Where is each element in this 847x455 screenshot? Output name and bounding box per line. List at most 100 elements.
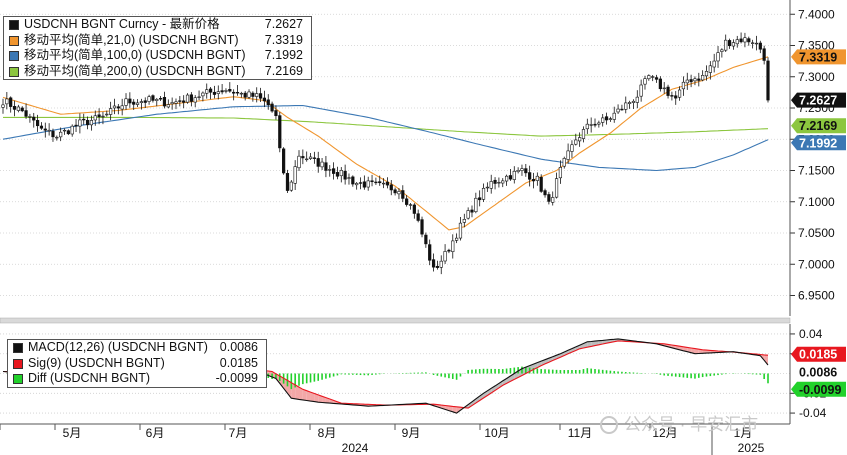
candle-body xyxy=(243,92,247,98)
candle-body xyxy=(420,219,424,235)
candle-body xyxy=(385,181,390,186)
candle-body xyxy=(662,87,666,90)
macd-signal-fill xyxy=(702,349,707,354)
candle-body xyxy=(743,37,747,43)
candle-body xyxy=(139,101,143,103)
tag-ma100: 7.1992 xyxy=(791,135,846,151)
candle-body xyxy=(747,38,751,43)
candle xyxy=(631,99,636,110)
candle-body xyxy=(351,176,355,185)
legend-row-ma200: 移动平均(简单,200,0) (USDCNH BGNT) 7.2169 xyxy=(4,64,311,80)
candle xyxy=(239,91,243,98)
candle xyxy=(743,32,747,48)
candle-body xyxy=(1,104,5,108)
candle-body xyxy=(754,42,759,45)
tag-sig-text: 0.0185 xyxy=(799,348,837,362)
candle-body xyxy=(97,114,101,118)
macd-signal-fill xyxy=(295,384,300,400)
candle-body xyxy=(720,49,724,52)
legend-value-ma200: 7.2169 xyxy=(264,63,303,78)
candle-body xyxy=(585,123,589,130)
wechat-icon xyxy=(600,416,618,434)
x-month-label: 6月 xyxy=(146,426,165,440)
candle-body xyxy=(424,234,428,245)
tag-ma200-bg xyxy=(791,118,846,134)
candle xyxy=(205,83,209,99)
macd-signal-fill xyxy=(495,383,499,391)
candle xyxy=(97,108,101,125)
candle xyxy=(124,93,128,111)
candle-body xyxy=(89,120,94,126)
candle-body xyxy=(293,166,297,184)
candle xyxy=(378,175,382,186)
candle-body xyxy=(193,97,197,103)
candle-body xyxy=(531,179,536,182)
candle xyxy=(389,180,393,196)
candle-body xyxy=(470,209,474,213)
macd-signal-fill xyxy=(314,393,319,403)
candle-body xyxy=(332,168,336,174)
candle xyxy=(597,120,601,128)
candle xyxy=(689,74,693,88)
candle xyxy=(270,101,274,113)
candle-body xyxy=(224,90,228,92)
tag-macd-bg xyxy=(791,364,846,380)
legend-label-price: USDCNH BGNT Curncy - 最新价格 xyxy=(24,17,220,31)
legend-swatch-macd xyxy=(13,343,23,353)
candle xyxy=(670,91,674,101)
candle xyxy=(174,98,178,110)
candle-body xyxy=(197,96,201,98)
candle-body xyxy=(378,181,382,184)
candle xyxy=(82,113,86,125)
tag-macd: 0.0086 xyxy=(791,364,846,380)
tag-ma200: 7.2169 xyxy=(791,118,846,134)
legend-row-price: USDCNH BGNT Curncy - 最新价格 7.2627 xyxy=(4,17,311,33)
legend-value-price: 7.2627 xyxy=(264,17,303,31)
candle xyxy=(132,99,136,110)
candle-body xyxy=(624,102,628,110)
legend-row-diff: Diff (USDCNH BGNT) -0.0099 xyxy=(8,371,266,387)
legend-swatch-diff xyxy=(13,374,23,384)
tag-diff: -0.0099 xyxy=(791,381,846,397)
tag-ma21-bg xyxy=(791,49,846,65)
candle-body xyxy=(251,92,255,97)
legend-label-macd: MACD(12,26) (USDCNH BGNT) xyxy=(28,340,208,354)
candle-body xyxy=(278,115,282,149)
candle xyxy=(197,90,201,101)
candle-body xyxy=(751,42,755,44)
candle-body xyxy=(355,183,359,186)
x-month-label: 5月 xyxy=(63,426,82,440)
candle xyxy=(608,116,612,122)
candle-body xyxy=(443,251,447,262)
candle-body xyxy=(308,156,313,159)
candle xyxy=(735,35,739,48)
candle-body xyxy=(708,65,712,73)
candle-body xyxy=(358,182,363,184)
lower-tick-label: 0.04 xyxy=(799,327,823,341)
tag-ma100-bg xyxy=(791,135,846,151)
candle xyxy=(628,100,632,109)
candle xyxy=(128,92,132,108)
candle-body xyxy=(82,118,86,121)
candle xyxy=(255,87,259,103)
candle xyxy=(258,87,263,102)
candle-body xyxy=(185,94,190,103)
candle-body xyxy=(704,71,709,77)
candle xyxy=(516,167,520,174)
candle xyxy=(328,165,332,177)
candle xyxy=(93,110,97,126)
candle-body xyxy=(59,131,63,138)
legend-label-ma100: 移动平均(简单,100,0) (USDCNH BGNT) xyxy=(24,48,246,62)
candle-body xyxy=(439,260,443,268)
candle xyxy=(285,169,290,194)
candle-body xyxy=(578,137,582,142)
candle-body xyxy=(405,198,409,205)
candle-body xyxy=(551,197,555,203)
candle xyxy=(508,168,513,181)
candle-body xyxy=(316,158,320,167)
candle-body xyxy=(16,106,20,111)
candle-body xyxy=(412,204,416,214)
candle xyxy=(416,209,420,223)
macd-signal-fill xyxy=(322,396,326,403)
candle-body xyxy=(604,116,609,121)
